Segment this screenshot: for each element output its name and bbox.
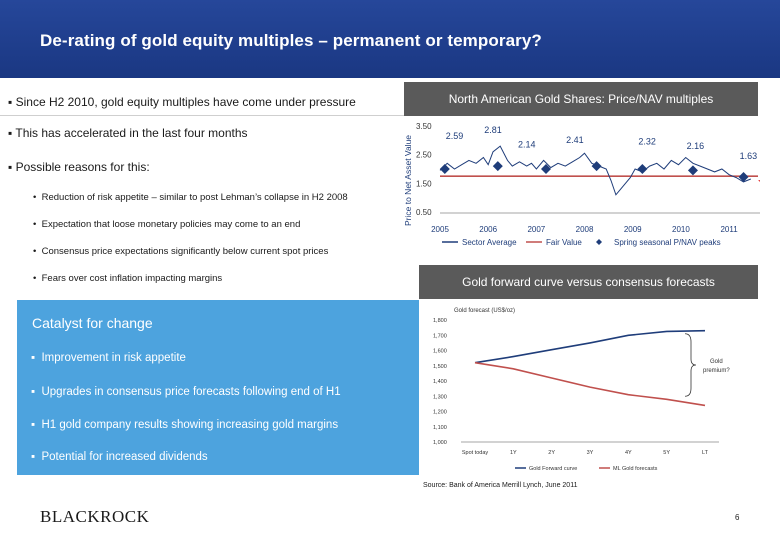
chart1-xtick: 2006	[479, 225, 497, 234]
peak-marker	[637, 164, 648, 174]
peak-marker	[492, 161, 503, 172]
sub-bullet-3-text: Consensus price expectations significant…	[41, 246, 329, 257]
chart2-xtick: 2Y	[548, 450, 555, 456]
sub-bullet-2-text: Expectation that loose monetary policies…	[41, 219, 301, 230]
gold-forward-chart: Gold forecast (US$/oz) 1,800 1,700 1,600 1,…	[433, 308, 730, 472]
chart1-xtick: 2009	[624, 225, 642, 234]
chart1-ytick: 1.50	[416, 179, 432, 188]
chart2-xtick: 4Y	[625, 450, 632, 456]
chart1-xtick: 2007	[527, 225, 545, 234]
catalyst-title: Catalyst for change	[32, 315, 153, 331]
peak-marker	[541, 164, 551, 174]
chart1-xtick: 2008	[576, 225, 594, 234]
premium-brace	[684, 333, 697, 397]
page-title: De-rating of gold equity multiples – per…	[40, 31, 542, 50]
chart2-ytick: 1,000	[433, 440, 447, 446]
sub-bullet-1: • Reduction of risk appetite – similar t…	[33, 192, 348, 203]
source-note: Source: Bank of America Merrill Lynch, J…	[423, 482, 578, 489]
chart2-ytick: 1,300	[433, 394, 447, 400]
catalyst-item-1-text: Improvement in risk appetite	[41, 352, 186, 364]
chart1-data-label: 2.16	[687, 141, 705, 151]
chart1-data-label: 2.81	[484, 125, 502, 135]
chart1-xtick: 2010	[672, 225, 690, 234]
sector-average-line	[439, 145, 751, 196]
current-star-marker	[758, 180, 760, 182]
catalyst-box: Catalyst for change ▪ Improvement in ris…	[17, 300, 419, 475]
chart1-data-label: 2.14	[518, 140, 536, 150]
legend-fair-label: Fair Value	[546, 238, 582, 247]
chart2-xtick: Spot today	[462, 450, 489, 456]
chart1-ytick: 2.50	[416, 151, 432, 160]
page-number: 6	[735, 513, 740, 522]
peak-marker	[687, 165, 698, 176]
bullet-3-text: Possible reasons for this:	[15, 160, 150, 174]
catalyst-item-4: ▪ Potential for increased dividends	[31, 451, 208, 463]
header-bar: De-rating of gold equity multiples – per…	[0, 0, 780, 78]
chart2-xtick: LT	[702, 450, 709, 456]
chart1-xtick: 2005	[431, 225, 449, 234]
chart2-ytick: 1,500	[433, 364, 447, 370]
blackrock-logo: BLACKROCK	[40, 507, 150, 526]
sub-bullet-3: • Consensus price expectations significa…	[33, 246, 329, 257]
legend-peak-label: Spring seasonal P/NAV peaks	[614, 238, 721, 247]
chart2-xtick: 3Y	[587, 450, 594, 456]
chart2-ytick: 1,200	[433, 410, 447, 416]
sub-bullet-2: • Expectation that loose monetary polici…	[33, 219, 301, 230]
price-nav-chart: Price to Net Asset Value 3.50 2.50 1.50 0.5…	[403, 122, 760, 247]
chart2-xtick: 5Y	[663, 450, 670, 456]
chart1-ylabel: Price to Net Asset Value	[403, 135, 413, 226]
chart1-data-label: 2.32	[638, 137, 656, 147]
bullet-3: ▪ Possible reasons for this:	[8, 160, 150, 174]
chart2-ytick: 1,400	[433, 379, 447, 385]
bullet-1: ▪ Since H2 2010, gold equity multiples h…	[8, 95, 356, 109]
bullet-2-text: This has accelerated in the last four mo…	[15, 126, 248, 140]
chart2-ytick: 1,100	[433, 425, 447, 431]
ml-gold-forecast-line	[474, 361, 706, 407]
sub-bullet-1-text: Reduction of risk appetite – similar to …	[41, 192, 348, 203]
chart1-title: North American Gold Shares: Price/NAV mu…	[404, 82, 758, 116]
chart1-data-label: 2.41	[566, 135, 584, 145]
legend-consensus-label: ML Gold forecasts	[613, 466, 658, 472]
sub-bullet-4-text: Fears over cost inflation impacting marg…	[41, 273, 223, 284]
catalyst-item-3: ▪ H1 gold company results showing increa…	[31, 419, 339, 431]
chart2-title: Gold forward curve versus consensus fore…	[419, 265, 758, 299]
peak-marker	[738, 172, 749, 183]
chart1-xtick: 2011	[720, 225, 738, 234]
catalyst-item-2: ▪ Upgrades in consensus price forecasts …	[31, 386, 341, 398]
premium-annotation: Gold	[710, 359, 723, 365]
peak-marker	[439, 164, 450, 174]
sub-bullet-4: • Fears over cost inflation impacting ma…	[33, 273, 223, 284]
divider	[0, 115, 404, 116]
legend-peak-swatch	[596, 239, 602, 245]
chart2-ytick: 1,600	[433, 349, 447, 355]
chart2-xtick: 1Y	[510, 450, 517, 456]
gold-forward-curve-line	[474, 329, 706, 364]
catalyst-item-3-text: H1 gold company results showing increasi…	[41, 419, 339, 431]
legend-forward-label: Gold Forward curve	[529, 466, 577, 472]
chart1-data-label: 2.59	[446, 131, 464, 141]
peak-marker	[591, 161, 602, 172]
bullet-1-text: Since H2 2010, gold equity multiples hav…	[15, 95, 356, 109]
chart1-ytick: 0.50	[416, 208, 432, 217]
chart2-ylabel: Gold forecast (US$/oz)	[454, 308, 515, 314]
chart1-data-label: 1.63	[740, 151, 758, 161]
chart2-ytick: 1,700	[433, 333, 447, 339]
chart1-ytick: 3.50	[416, 122, 432, 131]
catalyst-item-1: ▪ Improvement in risk appetite	[31, 352, 186, 364]
premium-annotation: premium?	[703, 368, 730, 374]
legend-sector-label: Sector Average	[462, 238, 517, 247]
bullet-2: ▪ This has accelerated in the last four …	[8, 126, 248, 140]
chart2-ytick: 1,800	[433, 318, 447, 324]
catalyst-item-2-text: Upgrades in consensus price forecasts fo…	[41, 386, 341, 398]
catalyst-item-4-text: Potential for increased dividends	[41, 451, 208, 463]
